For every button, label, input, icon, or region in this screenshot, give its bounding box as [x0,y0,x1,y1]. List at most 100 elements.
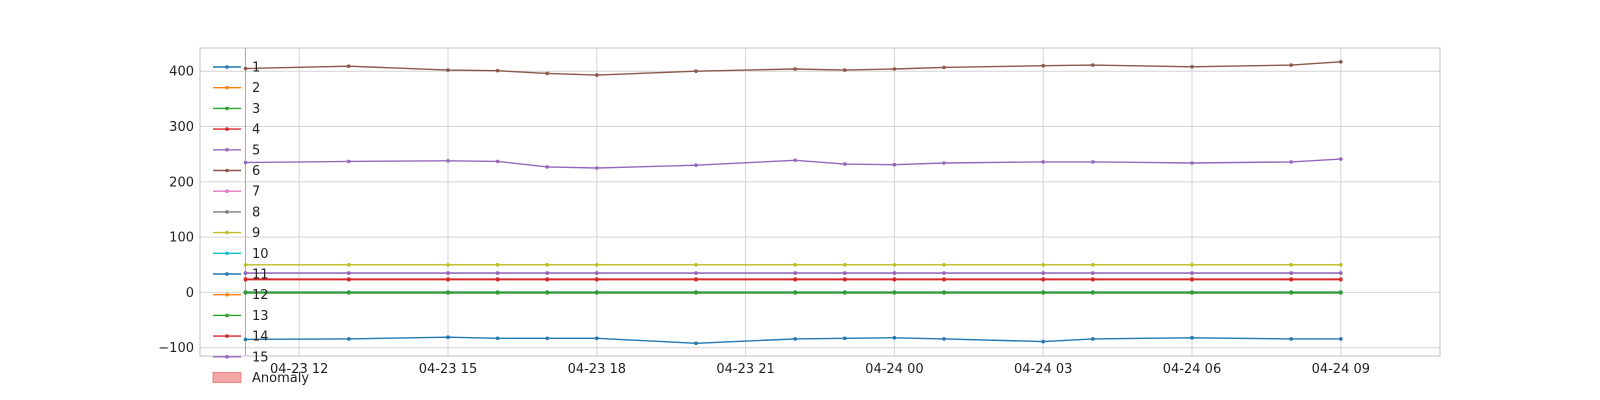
legend-label: 13 [252,309,269,324]
series-9 [243,263,1343,267]
data-point [942,65,946,70]
data-point [1041,63,1045,68]
data-point [694,271,698,275]
legend-marker [225,334,229,338]
data-point [1339,157,1343,161]
legend-marker [225,189,229,193]
legend-item: 8 [213,205,260,220]
data-point [1041,271,1045,275]
data-point [545,263,549,267]
x-tick-label: 04-23 15 [419,362,477,377]
data-point [1041,277,1045,281]
data-point [1190,161,1194,165]
data-point [545,71,549,76]
legend-marker [225,210,229,214]
legend-item: 5 [213,143,260,158]
y-axis: 400 300 200 100 0 −100 [158,65,194,356]
data-point [892,67,897,71]
legend-item: 9 [213,226,260,241]
data-point [694,290,698,295]
legend-item: 3 [213,102,260,117]
data-point [942,337,946,341]
legend-marker [225,106,229,111]
data-point [843,277,847,281]
data-point [495,68,500,73]
data-point [347,271,351,275]
data-point [595,73,599,77]
series-6 [243,60,1343,77]
data-point [843,263,847,267]
data-point [595,263,599,267]
y-tick-label: 400 [169,65,194,80]
legend-marker [225,292,229,297]
legend-label: Anomaly [252,371,309,386]
data-point [595,336,599,341]
legend-label: 7 [252,185,260,200]
data-point [892,263,897,267]
x-tick-label: 04-24 06 [1163,362,1221,377]
data-point [793,277,797,281]
data-point [1190,277,1194,281]
data-point [892,271,897,275]
data-point [1091,277,1095,281]
legend-label: 4 [252,123,260,138]
data-point [347,159,351,164]
y-tick-label: 100 [169,231,194,246]
x-axis: 04-23 12 04-23 15 04-23 18 04-23 21 04-24 00… [270,362,1370,377]
data-point [1190,290,1194,295]
legend-item: 1 [213,61,260,76]
legend-item: 10 [213,247,269,262]
x-tick-label: 04-23 18 [568,362,626,377]
legend-label: 14 [252,330,269,345]
legend-marker [225,168,229,173]
data-point [446,290,450,295]
legend-item: 15 [213,350,269,365]
legend-marker [225,230,229,235]
data-point [1091,271,1095,275]
legend-label: 12 [252,288,269,303]
legend-marker [225,127,229,131]
data-point [1041,290,1045,295]
data-point [446,159,450,163]
data-point [545,277,549,281]
data-point [595,166,599,170]
data-point [595,277,599,281]
data-point [243,277,248,281]
legend-item-anomaly: Anomaly [212,371,309,386]
data-point [694,341,698,346]
series-line [245,336,1341,345]
data-point [793,263,797,267]
data-point [793,290,797,295]
data-point [243,160,248,165]
data-point [1339,263,1343,267]
data-point [793,158,797,163]
data-point [1289,277,1293,281]
data-point [1091,290,1095,295]
data-point [1190,336,1194,340]
data-point [694,69,698,73]
data-point [347,277,351,281]
data-point [495,271,500,275]
series-line [245,158,1341,169]
legend-marker [225,272,229,276]
data-point [1190,271,1194,275]
legend-label: 6 [252,164,260,179]
series-14 [243,277,1343,281]
data-point [1289,160,1293,164]
data-point [243,290,248,295]
legend-label: 2 [252,81,260,96]
x-tick-label: 04-24 00 [865,362,923,377]
data-point [793,67,797,71]
data-point [1289,290,1293,295]
legend-swatch [212,372,242,383]
legend-item: 2 [213,81,260,96]
x-tick-label: 04-23 12 [270,362,328,377]
data-point [495,159,500,164]
data-point [843,336,847,341]
legend-item: 13 [213,309,269,324]
data-point [1091,63,1095,67]
legend-label: 15 [252,350,269,365]
data-point [545,336,549,341]
